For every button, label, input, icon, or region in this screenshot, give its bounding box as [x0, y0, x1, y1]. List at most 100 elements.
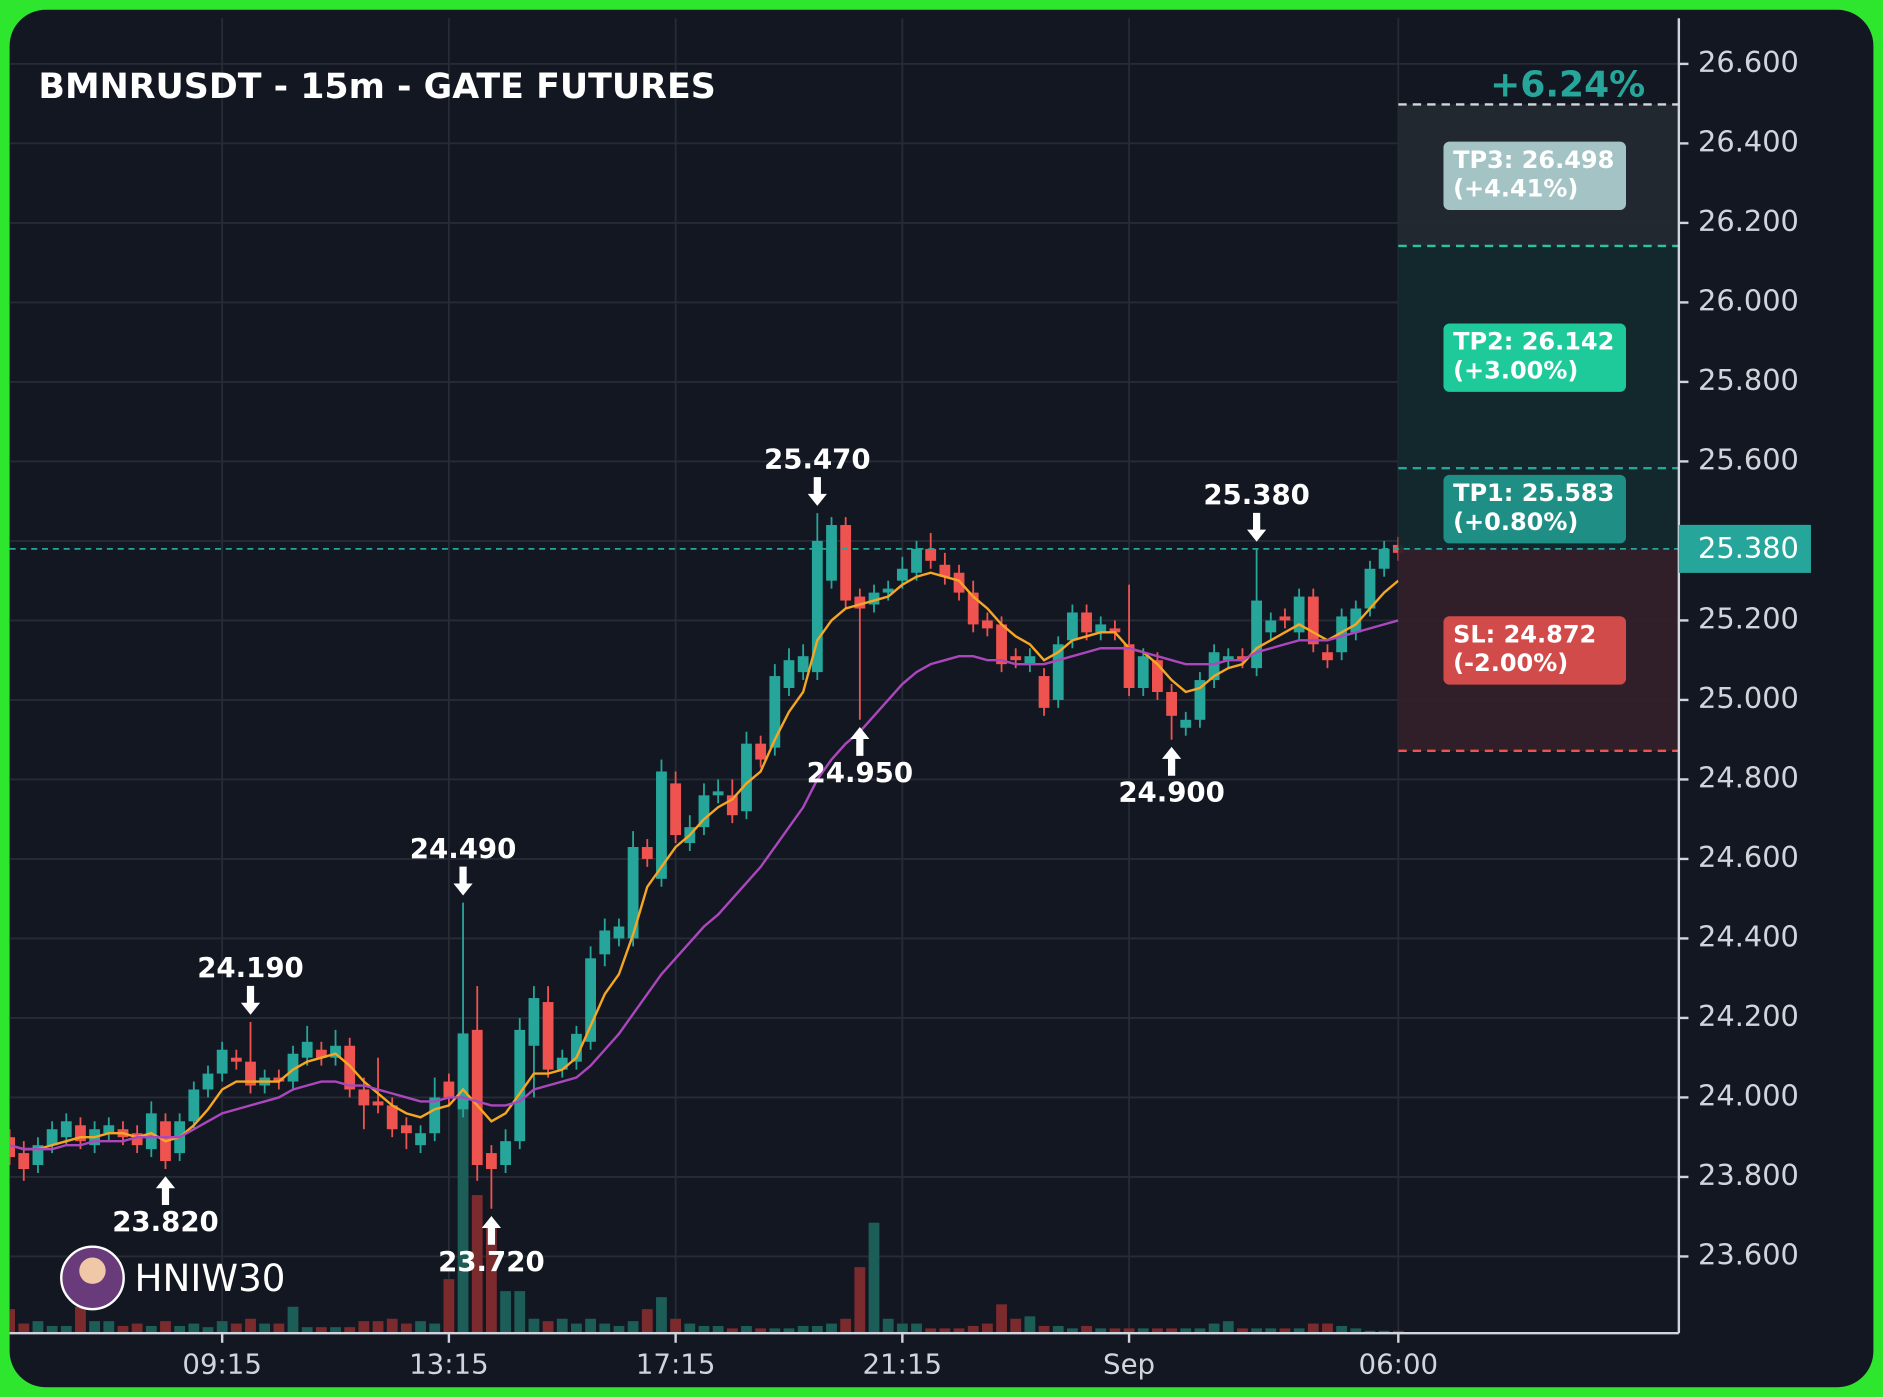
volume-bar	[656, 1297, 667, 1334]
candle-body	[486, 1153, 497, 1169]
volume-bar	[500, 1291, 511, 1334]
candle-body	[939, 564, 951, 577]
candle-body	[202, 1073, 214, 1090]
candle-body	[911, 548, 922, 573]
candle-body	[967, 592, 979, 625]
volume-bar	[32, 1321, 44, 1334]
candle-body	[386, 1105, 398, 1130]
candle-body	[245, 1061, 256, 1086]
volume-bar	[160, 1321, 171, 1334]
level-price-label: SL: 24.872	[1453, 620, 1596, 648]
candle-body	[641, 847, 653, 859]
annotation-arrow	[155, 1176, 176, 1206]
candle-body	[500, 1141, 511, 1166]
candle-body	[1364, 568, 1376, 609]
volume-bar	[1222, 1321, 1234, 1334]
volume-bar	[741, 1325, 752, 1334]
volume-bar	[627, 1321, 639, 1334]
y-tick-label: 24.000	[1698, 1078, 1799, 1112]
x-tick-label: Sep	[1103, 1348, 1155, 1381]
candle-body	[75, 1125, 86, 1142]
candle-body	[1152, 660, 1163, 692]
volume-bar	[1152, 1328, 1163, 1334]
y-tick-label: 26.000	[1698, 283, 1799, 317]
y-tick-label: 25.200	[1698, 601, 1799, 635]
volume-bar	[372, 1321, 384, 1334]
volume-bar	[1166, 1328, 1177, 1334]
candle-body	[471, 1029, 483, 1166]
candle-body	[755, 743, 767, 760]
volume-bar	[981, 1323, 993, 1334]
volume-bar	[1322, 1323, 1333, 1334]
annotation-arrow	[240, 985, 261, 1015]
candle-body	[981, 620, 993, 629]
candle-body	[571, 1033, 582, 1062]
candle-body	[627, 847, 639, 939]
candle-body	[514, 1029, 526, 1142]
candle-body	[46, 1129, 58, 1146]
candle-body	[1194, 680, 1206, 720]
volume-bar	[46, 1325, 58, 1334]
volume-bar	[117, 1325, 129, 1334]
candle-body	[1010, 656, 1022, 661]
volume-bar	[599, 1323, 611, 1334]
candle-body	[1123, 644, 1135, 689]
volume-bar	[415, 1321, 426, 1334]
volume-bar	[585, 1318, 597, 1334]
y-tick-label: 26.200	[1698, 204, 1799, 238]
annotation-label: 24.190	[197, 951, 304, 984]
candle-body	[868, 592, 880, 605]
volume-bar	[896, 1323, 908, 1334]
candle-body	[656, 771, 667, 879]
last-price-label: 25.380	[1698, 531, 1799, 565]
volume-bar	[103, 1321, 115, 1334]
annotation-label: 24.900	[1118, 776, 1225, 809]
level-price-label: TP3: 26.498	[1453, 146, 1614, 174]
candle-body	[103, 1125, 115, 1134]
candle-body	[1350, 608, 1362, 633]
volume-bar	[273, 1323, 285, 1334]
candle-body	[797, 656, 809, 673]
candle-body	[60, 1121, 72, 1138]
candle-body	[826, 525, 837, 581]
volume-bar	[202, 1327, 214, 1334]
chart-title: BMNRUSDT - 15m - GATE FUTURES	[38, 67, 715, 107]
volume-bar	[287, 1306, 299, 1334]
candle-body	[1081, 612, 1092, 633]
volume-bar	[755, 1328, 767, 1334]
annotation-arrow	[807, 477, 827, 506]
volume-bar	[641, 1309, 653, 1334]
candle-body	[1038, 676, 1050, 708]
candle-body	[896, 568, 908, 581]
volume-bar	[854, 1267, 866, 1334]
volume-bar	[358, 1321, 370, 1334]
candle-body	[556, 1057, 568, 1070]
candle-body	[670, 783, 682, 836]
y-tick-label: 23.600	[1698, 1237, 1799, 1271]
volume-bar	[1123, 1328, 1135, 1334]
candle-body	[330, 1045, 341, 1058]
volume-bar	[571, 1323, 582, 1334]
candle-body	[528, 998, 540, 1046]
moving-average	[9, 571, 1400, 1151]
candle-body	[1378, 548, 1390, 569]
annotation-label: 23.720	[438, 1245, 545, 1278]
candle-body	[698, 795, 710, 828]
volume-bar	[89, 1321, 101, 1334]
volume-bar	[443, 1279, 455, 1334]
x-tick-label: 09:15	[182, 1348, 262, 1381]
volume-bar	[1336, 1325, 1348, 1334]
candle-body	[741, 743, 752, 812]
volume-bar	[939, 1328, 951, 1334]
candle-body	[1237, 656, 1248, 661]
y-tick-label: 25.800	[1698, 363, 1799, 397]
annotation-arrow	[1247, 512, 1267, 542]
annotation-arrow	[1161, 746, 1182, 776]
annotation-arrow	[453, 866, 473, 896]
level-price-label: TP1: 25.583	[1453, 479, 1614, 507]
volume-bar	[1180, 1328, 1192, 1334]
x-tick-label: 21:15	[863, 1348, 943, 1381]
y-tick-label: 24.400	[1698, 919, 1799, 953]
volume-bar	[1279, 1328, 1291, 1334]
